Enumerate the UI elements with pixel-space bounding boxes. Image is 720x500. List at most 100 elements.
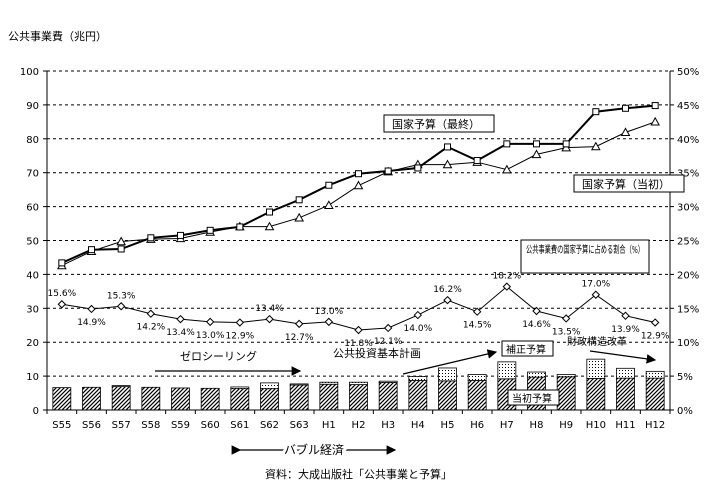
bar-initial <box>111 386 131 411</box>
ratio-point <box>146 309 156 318</box>
ratio-point <box>294 319 304 329</box>
final-budget-point <box>622 104 629 112</box>
ratio-data-label: 14.6% <box>522 320 551 330</box>
final-budget-point <box>473 156 481 164</box>
bar-supplementary <box>586 358 606 379</box>
ratio-data-label: 14.9% <box>77 318 106 328</box>
initial-budget-point <box>531 149 542 159</box>
ratio-point <box>472 307 482 316</box>
bar-initial <box>200 387 220 411</box>
final-budget-point <box>88 246 95 254</box>
initial-budget-point <box>264 221 275 231</box>
bar-initial <box>586 378 606 411</box>
legend-initial-bar-label: 当初予算 <box>512 392 552 405</box>
ratio-point <box>235 318 245 327</box>
ratio-data-label: 17.0% <box>582 280 611 290</box>
ratio-point <box>591 290 601 299</box>
ratio-point <box>413 310 423 320</box>
y-right-tick-label: 15% <box>677 304 699 315</box>
x-tick-label: S58 <box>141 420 160 431</box>
x-tick-label: H12 <box>645 420 665 431</box>
initial-budget-point <box>650 116 661 126</box>
ratio-point <box>561 314 571 323</box>
series-lines <box>56 102 661 335</box>
final-budget-point <box>503 140 511 148</box>
annotation-bubble: バブル経済 <box>284 442 344 457</box>
legend-final-budget: 国家予算（最終） <box>383 114 495 133</box>
ratio-data-label: 18.2% <box>493 272 522 282</box>
y-left-tick-label: 30 <box>26 304 39 315</box>
public-investment-arrow <box>402 349 498 375</box>
ratio-point <box>383 323 393 333</box>
bar-supplementary <box>378 380 398 383</box>
x-tick-label: H2 <box>352 420 366 431</box>
ratio-point <box>443 295 452 305</box>
y-left-axis-label: 公共事業費（兆円） <box>8 29 107 43</box>
ratio-data-label: 15.6% <box>48 289 77 299</box>
ratio-point <box>621 311 630 320</box>
ratio-data-label: 16.2% <box>433 285 462 295</box>
ratio-point <box>265 314 274 324</box>
bar-supplementary <box>645 370 665 379</box>
legend-initial-bar: 当初予算 <box>507 389 560 406</box>
final-budget-point <box>325 181 333 189</box>
bar-supplementary <box>230 386 250 390</box>
legend-supplementary: 補正予算 <box>501 340 554 357</box>
bar-initial <box>52 387 72 411</box>
y-left-tick-label: 50 <box>26 237 39 248</box>
ratio-labels: 15.6%14.9%15.3%14.2%13.4% 13.0% 12.9%13.4%… <box>48 272 670 349</box>
bar-initial <box>171 387 190 411</box>
annotation-fiscal-reform: 財政構造改革 <box>567 335 627 348</box>
ratio-point <box>176 314 185 324</box>
ratio-data-label: 15.3% <box>107 291 136 301</box>
final-budget-point <box>295 196 303 204</box>
bar-initial <box>319 383 339 411</box>
bar-initial <box>141 386 161 411</box>
bar-initial <box>645 377 665 411</box>
source-note: 資料：大成出版社「公共事業と予算」 <box>265 467 452 481</box>
ratio-data-label: 11.8% <box>344 339 373 349</box>
final-budget-point <box>651 102 659 110</box>
bars <box>52 358 665 411</box>
initial-budget-point <box>323 200 334 209</box>
bar-supplementary <box>349 381 368 385</box>
final-budget-point <box>147 234 155 242</box>
x-tick-label: H1 <box>322 420 336 431</box>
x-tick-label: S57 <box>112 420 131 431</box>
final-budget-point <box>58 259 66 267</box>
y-right-tick-label: 10% <box>677 338 699 349</box>
legend-ratio-label: 公共事業費の国家予算に占める割合（%） <box>526 243 644 256</box>
ratio-data-label: 14.0% <box>404 324 433 334</box>
x-tick-label: H3 <box>381 420 395 431</box>
bar-initial <box>82 386 101 411</box>
final-budget-point <box>384 167 392 175</box>
ratio-point <box>354 325 363 335</box>
ratio-point <box>324 317 334 327</box>
y-right-tick-label: 5% <box>677 372 693 383</box>
bar-supplementary <box>616 367 635 379</box>
y-left-tick-label: 40 <box>26 270 39 281</box>
ratio-data-label: 12.1% <box>374 337 403 347</box>
legend-initial-budget: 国家予算（当初） <box>573 174 685 193</box>
legend-initial-budget-label: 国家予算（当初） <box>582 177 670 191</box>
y-left-tick-label: 80 <box>26 135 39 146</box>
bar-initial <box>467 380 487 411</box>
x-tick-label: S56 <box>82 420 101 431</box>
bar-initial <box>349 384 368 411</box>
x-tick-label: H4 <box>411 420 425 431</box>
ratio-data-label: 13.4% <box>166 328 195 338</box>
ratio-point <box>650 318 660 327</box>
bar-supplementary <box>408 376 428 381</box>
ratio-point <box>87 304 96 314</box>
ratio-point <box>502 282 512 291</box>
legend-ratio: 公共事業費の国家予算に占める割合（%） <box>520 239 650 274</box>
x-tick-label: H8 <box>530 420 544 431</box>
y-right-tick-label: 0% <box>677 406 693 417</box>
bar-initial <box>289 384 309 411</box>
legend-final-budget-label: 国家予算（最終） <box>392 117 480 131</box>
ratio-data-label: 13.5% <box>552 327 581 337</box>
tick-labels: 0 10 20 30 40 50 60 70 80 90 100 0% 5% 10% 15% 20% 25% 30… <box>20 67 699 431</box>
y-left-tick-label: 90 <box>26 101 39 112</box>
legend-supplementary-label: 補正予算 <box>506 343 546 356</box>
ratio-data-label: 12.9% <box>226 332 255 342</box>
